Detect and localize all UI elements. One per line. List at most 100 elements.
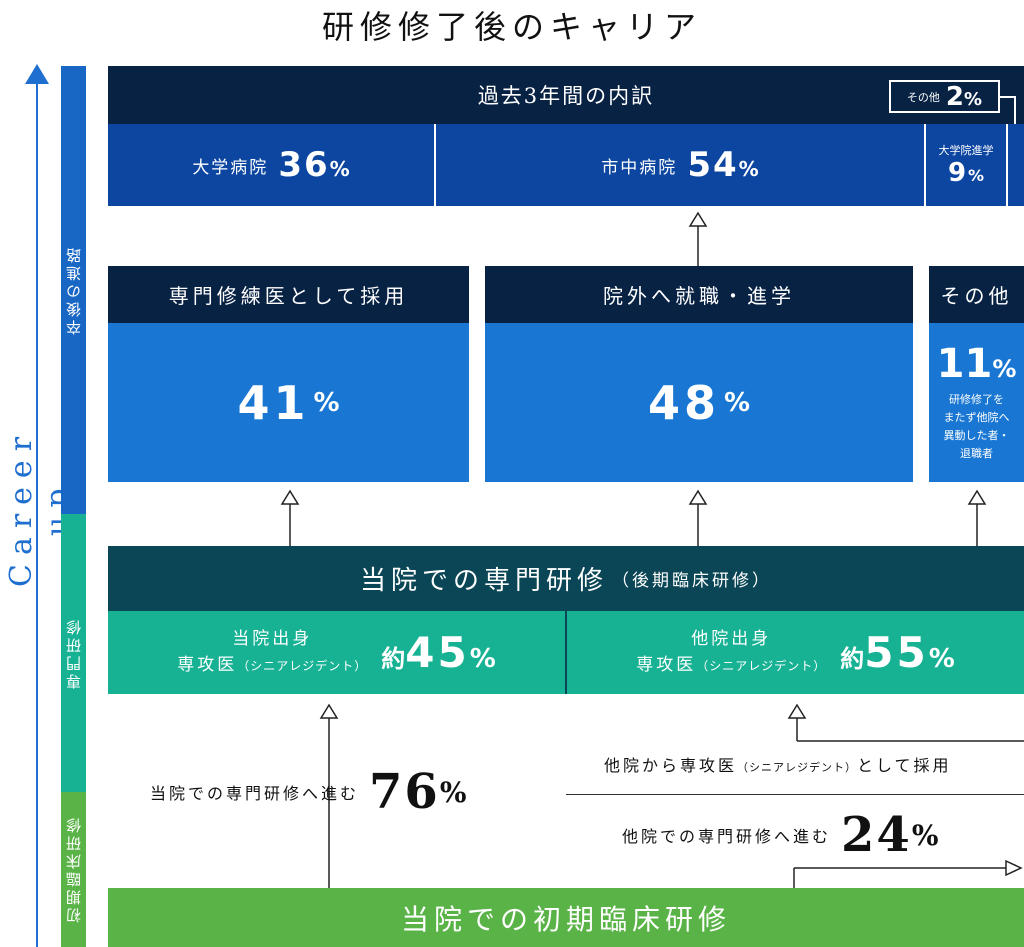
outcome-hired-unit: % — [313, 387, 340, 418]
breakdown-header-text: 過去3年間の内訳 — [477, 84, 655, 108]
breakdown-other-unit: % — [964, 88, 983, 110]
breakdown-divider-3 — [1006, 124, 1008, 206]
arrow-up-to-hired — [280, 489, 300, 548]
university-hospital-label: 大学病院 — [192, 157, 269, 178]
flow-advance-other-unit: % — [911, 818, 942, 852]
specialist-internal-residents: 当院出身 専攻医（シニアレジデント） 約45% — [108, 611, 565, 694]
outcome-hired-body: 41% — [108, 323, 469, 482]
city-hospital-value-group: 54% — [687, 145, 758, 185]
arrow-up-to-breakdown — [688, 211, 708, 268]
outcome-external-body: 48% — [485, 323, 913, 482]
outcome-other-unit: % — [992, 355, 1017, 383]
flow-hired-from-other: 他院から専攻医 （シニアレジデント） として採用 — [604, 752, 952, 776]
outcome-external-header: 院外へ就職・進学 — [485, 266, 913, 323]
flow-advance-other-value: 24 — [841, 807, 912, 863]
specialist-divider — [565, 611, 567, 694]
external-residents-line2-small: （シニアレジデント） — [696, 659, 827, 673]
breakdown-other-value: 2 — [945, 81, 965, 112]
stage-label-initial-training: 初期臨床研修 — [61, 792, 86, 947]
breakdown-other-value-group: 2% — [946, 82, 982, 112]
flow-advance-internal-value: 76 — [369, 764, 440, 820]
internal-residents-unit: % — [469, 644, 496, 674]
outcome-other-body: 11% 研修修了を またず他院へ 異動した者・ 退職者 — [929, 323, 1024, 482]
external-residents-line2: 専攻医 — [636, 655, 697, 675]
outcome-other-header: その他 — [929, 266, 1024, 323]
breakdown-divider-2 — [924, 124, 926, 206]
specialist-training-header: 当院での専門研修 （後期臨床研修） — [108, 546, 1024, 611]
external-residents-line2-group: 専攻医（シニアレジデント） — [636, 652, 826, 679]
graduate-school-unit: % — [968, 166, 985, 185]
breakdown-header: 過去3年間の内訳 — [108, 66, 1024, 124]
initial-training-bar: 当院での初期臨床研修 — [108, 888, 1024, 947]
flow-hired-from-other-a: 他院から専攻医 — [604, 756, 738, 775]
internal-residents-value: 45 — [405, 628, 470, 677]
flow-separator — [566, 794, 1024, 795]
external-residents-unit: % — [928, 644, 955, 674]
graduate-school-value: 9 — [947, 158, 969, 188]
flow-advance-other-label: 他院での専門研修へ進む — [622, 827, 832, 846]
university-hospital-value: 36 — [278, 145, 330, 185]
flow-hired-from-other-small: （シニアレジデント） — [737, 761, 858, 774]
flow-advance-internal: 当院での専門研修へ進む 76% — [150, 762, 469, 822]
outcome-external-value: 48 — [647, 375, 720, 430]
internal-residents-label: 当院出身 専攻医（シニアレジデント） — [177, 626, 367, 679]
specialist-external-residents: 他院出身 専攻医（シニアレジデント） 約55% — [567, 611, 1024, 694]
outcome-external-label: 院外へ就職・進学 — [603, 284, 795, 308]
external-residents-value: 55 — [864, 628, 929, 677]
internal-residents-line2-group: 専攻医（シニアレジデント） — [177, 652, 367, 679]
city-hospital-unit: % — [738, 157, 759, 181]
other-connector-h — [1000, 96, 1016, 98]
outcome-other-note: 研修修了を またず他院へ 異動した者・ 退職者 — [944, 391, 1010, 463]
arrow-up-from-initial-to-internal — [319, 703, 339, 888]
page-title: 研修修了後のキャリア — [321, 8, 702, 46]
graduate-school-label: 大学院進学 — [938, 144, 994, 157]
internal-residents-line2: 専攻医 — [177, 655, 238, 675]
arrow-up-from-other-hospital — [787, 703, 1024, 742]
arrow-up-to-other — [967, 489, 987, 548]
city-hospital-value: 54 — [687, 145, 739, 185]
graduate-school-value-group: 9% — [948, 158, 984, 188]
initial-training-label: 当院での初期臨床研修 — [400, 902, 731, 936]
flow-advance-internal-label: 当院での専門研修へ進む — [150, 784, 360, 803]
outcome-hired-header: 専門修練医として採用 — [108, 266, 469, 323]
external-residents-label: 他院出身 専攻医（シニアレジデント） — [636, 626, 826, 679]
internal-residents-line2-small: （シニアレジデント） — [237, 659, 368, 673]
outcome-other-label: その他 — [940, 284, 1013, 308]
city-hospital-label: 市中病院 — [601, 157, 678, 178]
university-hospital-value-group: 36% — [278, 145, 349, 185]
breakdown-other-label: その他 — [906, 90, 940, 104]
arrow-up-to-external — [688, 489, 708, 548]
breakdown-city-hospital: 市中病院 54% — [436, 124, 924, 206]
outcome-hired-label: 専門修練医として採用 — [168, 284, 409, 308]
breakdown-other-box: その他 2% — [889, 80, 1000, 113]
breakdown-other-sliver — [1008, 124, 1024, 206]
career-axis-arrowhead — [25, 64, 49, 84]
breakdown-divider-1 — [434, 124, 436, 206]
external-residents-approx: 約 — [840, 645, 865, 673]
arrow-right-to-other-hospital — [793, 859, 1023, 888]
external-residents-value-group: 約55% — [840, 628, 955, 677]
specialist-training-subtitle: （後期臨床研修） — [612, 571, 772, 591]
breakdown-university-hospital: 大学病院 36% — [108, 124, 434, 206]
outcome-hired-value: 41 — [237, 375, 310, 430]
university-hospital-unit: % — [329, 157, 350, 181]
outcome-other-value: 11 — [936, 341, 993, 387]
external-residents-line1: 他院出身 — [691, 629, 772, 649]
flow-advance-internal-unit: % — [439, 775, 470, 809]
career-axis-line — [36, 82, 38, 947]
outcome-other-note-line: 退職者 — [960, 447, 993, 460]
internal-residents-value-group: 約45% — [381, 628, 496, 677]
career-up-label: Career up — [4, 427, 75, 588]
breakdown-graduate-school: 大学院進学 9% — [926, 124, 1006, 206]
stage-label-specialist-training: 専門研修 — [61, 514, 86, 792]
flow-advance-other: 他院での専門研修へ進む 24% — [622, 806, 941, 864]
internal-residents-approx: 約 — [381, 645, 406, 673]
outcome-other-value-group: 11% — [937, 341, 1017, 387]
flow-hired-from-other-b: として採用 — [857, 756, 952, 775]
specialist-training-title: 当院での専門研修 — [359, 566, 608, 596]
stage-label-career-path: 卒後の進路 — [61, 66, 86, 514]
outcome-other-note-line: またず他院へ — [943, 411, 1010, 424]
outcome-other-note-line: 研修修了を — [949, 393, 1004, 406]
outcome-other-note-line: 異動した者・ — [943, 429, 1010, 442]
internal-residents-line1: 当院出身 — [232, 629, 313, 649]
